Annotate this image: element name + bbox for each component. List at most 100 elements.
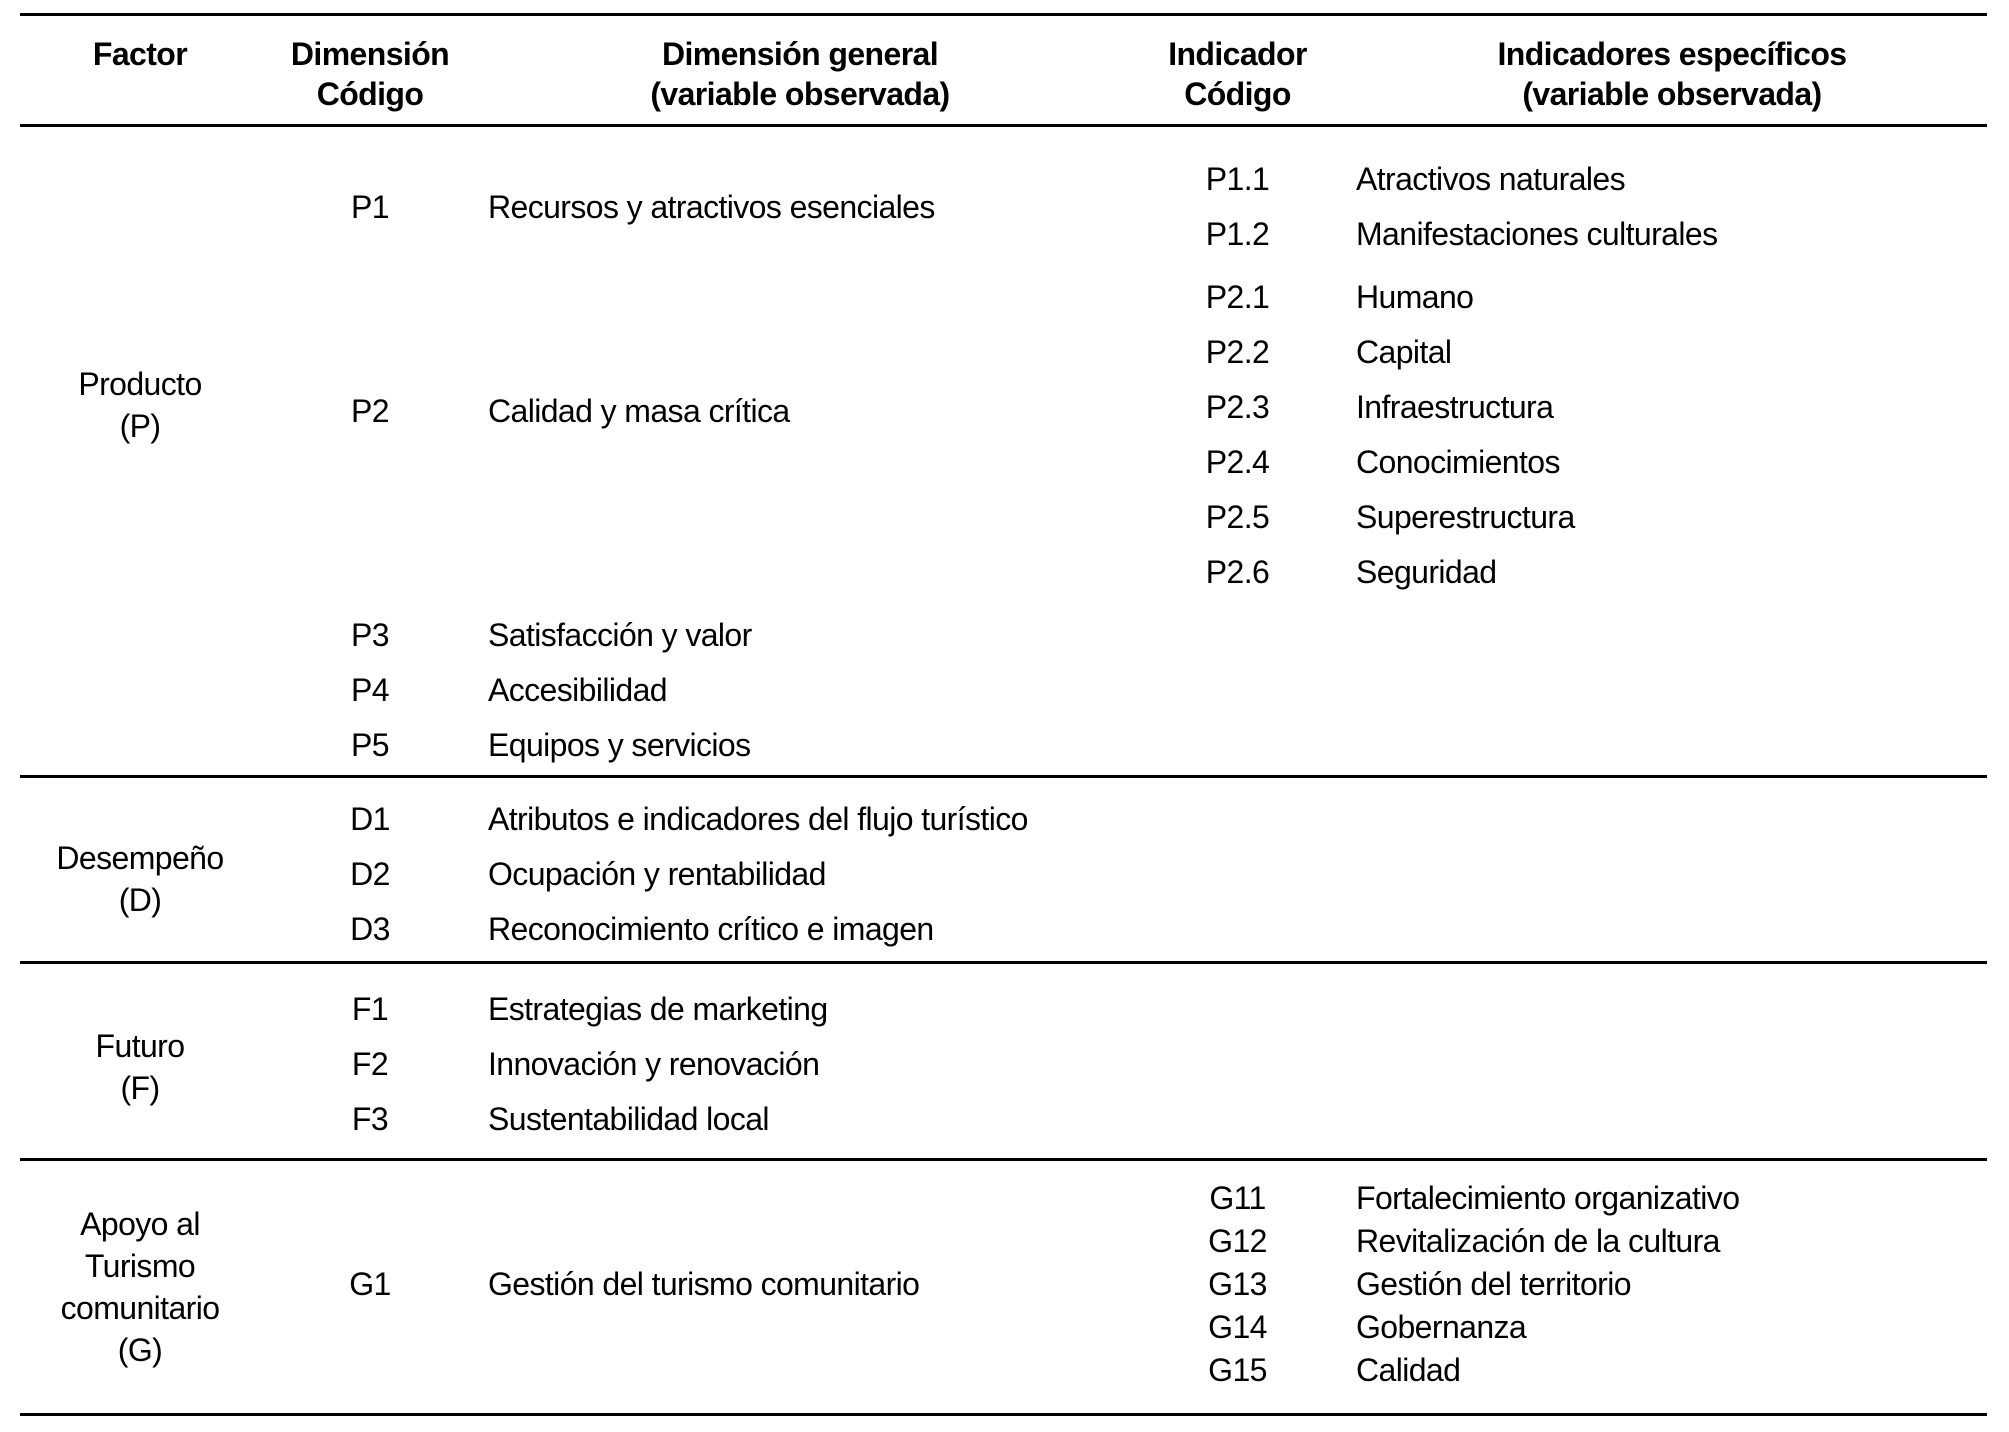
dimension-label: Estrategias de marketing [488, 991, 828, 1027]
dimension-group-f3: F3 Sustentabilidad local [280, 1092, 2009, 1147]
section-producto: Producto (P) P1 Recursos y atractivos es… [0, 127, 2009, 775]
factor-label: Producto (P) [78, 366, 202, 444]
indicator-list [1140, 1037, 2009, 1092]
indicator-code: P1.2 [1205, 216, 1270, 252]
rule-header-bottom [20, 124, 1987, 127]
indicator-code: P1.1 [1205, 161, 1270, 197]
header-indicator-code: Indicador Código [1168, 36, 1307, 112]
indicator-code: G11 [1209, 1180, 1266, 1216]
dimension-code: F1 [351, 991, 389, 1027]
factor-cell: Desempeño (D) [0, 778, 280, 961]
indicator-list [1140, 663, 2009, 718]
dimension-code: F2 [351, 1046, 389, 1082]
dimension-group-d2: D2 Ocupación y rentabilidad [280, 847, 2009, 902]
indicator-label: Atractivos naturales [1356, 161, 1626, 197]
indicator-row: G14 Gobernanza [1140, 1306, 2009, 1349]
dimension-label: Recursos y atractivos esenciales [488, 188, 935, 225]
rule-section-divider [20, 961, 1987, 964]
factor-label: Futuro (F) [95, 1028, 185, 1106]
dimension-code: D2 [350, 856, 390, 892]
indicator-code: P2.5 [1205, 499, 1270, 535]
indicator-row: G15 Calidad [1140, 1349, 2009, 1392]
dimension-label: Equipos y servicios [488, 727, 751, 763]
indicator-row: G13 Gestión del territorio [1140, 1263, 2009, 1306]
dimension-group-p4: P4 Accesibilidad [280, 663, 2009, 718]
indicator-label: Infraestructura [1356, 389, 1554, 425]
indicator-row: P2.2 Capital [1140, 325, 2009, 380]
indicator-code: P2.6 [1205, 554, 1270, 590]
dimension-label: Sustentabilidad local [488, 1101, 770, 1137]
indicator-label: Manifestaciones culturales [1356, 216, 1718, 252]
indicator-label: Revitalización de la cultura [1356, 1223, 1720, 1259]
indicator-row: P2.1 Humano [1140, 270, 2009, 325]
dimension-code: P4 [351, 672, 390, 708]
dimension-label: Atributos e indicadores del flujo turíst… [488, 801, 1028, 837]
header-dimension-general: Dimensión general (variable observada) [650, 36, 950, 112]
indicator-list: G11 Fortalecimiento organizativo G12 Rev… [1140, 1177, 2009, 1392]
dimension-code: D3 [350, 911, 390, 947]
rule-section-divider [20, 775, 1987, 778]
dimension-group-f1: F1 Estrategias de marketing [280, 982, 2009, 1037]
indicator-label: Seguridad [1356, 554, 1497, 590]
indicator-list [1140, 902, 2009, 957]
section-futuro: Futuro (F) F1 Estrategias de marketing F… [0, 964, 2009, 1158]
dimension-label: Innovación y renovación [488, 1046, 820, 1082]
indicator-list: P1.1 Atractivos naturales P1.2 Manifesta… [1140, 152, 2009, 262]
section-desempeno: Desempeño (D) D1 Atributos e indicadores… [0, 778, 2009, 961]
header-dimension-code: Dimensión Código [290, 36, 450, 112]
indicator-code: G14 [1208, 1309, 1267, 1345]
indicator-list [1140, 792, 2009, 847]
dimension-group-f2: F2 Innovación y renovación [280, 1037, 2009, 1092]
dimension-code: P1 [351, 188, 390, 225]
indicator-code: P2.4 [1205, 444, 1270, 480]
indicator-label: Gestión del territorio [1356, 1266, 1632, 1302]
dimension-group-g1: G1 Gestión del turismo comunitario G11 F… [280, 1177, 2009, 1392]
indicator-code: G13 [1208, 1266, 1267, 1302]
rule-bottom [20, 1413, 1987, 1416]
dimension-group-p1: P1 Recursos y atractivos esenciales P1.1… [280, 152, 2009, 262]
dimension-label: Calidad y masa crítica [488, 392, 790, 429]
header-indicators-specific: Indicadores específicos (variable observ… [1497, 36, 1847, 112]
indicator-code: P2.2 [1205, 334, 1270, 370]
indicator-row: P2.3 Infraestructura [1140, 380, 2009, 435]
rule-section-divider [20, 1158, 1987, 1161]
dimension-code: P5 [351, 727, 390, 763]
dimension-code: F3 [351, 1101, 389, 1137]
factor-label: Apoyo al Turismo comunitario (G) [60, 1206, 220, 1368]
indicator-row: P2.6 Seguridad [1140, 545, 2009, 600]
indicator-row: P2.4 Conocimientos [1140, 435, 2009, 490]
dimension-label: Gestión del turismo comunitario [488, 1266, 920, 1302]
factor-cell: Futuro (F) [0, 964, 280, 1158]
indicator-list [1140, 1092, 2009, 1147]
indicator-list [1140, 847, 2009, 902]
indicator-code: P2.1 [1205, 279, 1270, 315]
indicator-list: P2.1 Humano P2.2 Capital P2.3 Infraestru… [1140, 270, 2009, 600]
dimension-group-d3: D3 Reconocimiento crítico e imagen [280, 902, 2009, 957]
dimension-label: Accesibilidad [488, 672, 668, 708]
dimension-label: Ocupación y rentabilidad [488, 856, 826, 892]
dimension-label: Satisfacción y valor [488, 617, 752, 653]
indicator-list [1140, 608, 2009, 663]
table-header-row: Factor Dimensión Código Dimensión genera… [0, 16, 2009, 124]
indicator-code: G12 [1208, 1223, 1267, 1259]
factor-cell: Apoyo al Turismo comunitario (G) [0, 1161, 280, 1413]
indicator-label: Capital [1356, 334, 1452, 370]
indicator-row: P2.5 Superestructura [1140, 490, 2009, 545]
dimension-code: P3 [351, 617, 390, 653]
header-factor: Factor [92, 36, 188, 72]
dimension-code: G1 [349, 1266, 391, 1302]
dimension-label: Reconocimiento crítico e imagen [488, 911, 934, 947]
dimension-group-p2: P2 Calidad y masa crítica P2.1 Humano P2… [280, 270, 2009, 600]
indicator-label: Superestructura [1356, 499, 1575, 535]
indicator-label: Gobernanza [1356, 1309, 1527, 1345]
indicator-row: G12 Revitalización de la cultura [1140, 1220, 2009, 1263]
indicator-row: P1.1 Atractivos naturales [1140, 152, 2009, 207]
indicator-code: G15 [1208, 1352, 1267, 1388]
factor-label: Desempeño (D) [56, 839, 224, 918]
indicator-row: G11 Fortalecimiento organizativo [1140, 1177, 2009, 1220]
indicator-label: Calidad [1356, 1352, 1461, 1388]
indicator-label: Humano [1356, 279, 1474, 315]
rule-top [20, 13, 1987, 16]
indicator-code: P2.3 [1205, 389, 1270, 425]
